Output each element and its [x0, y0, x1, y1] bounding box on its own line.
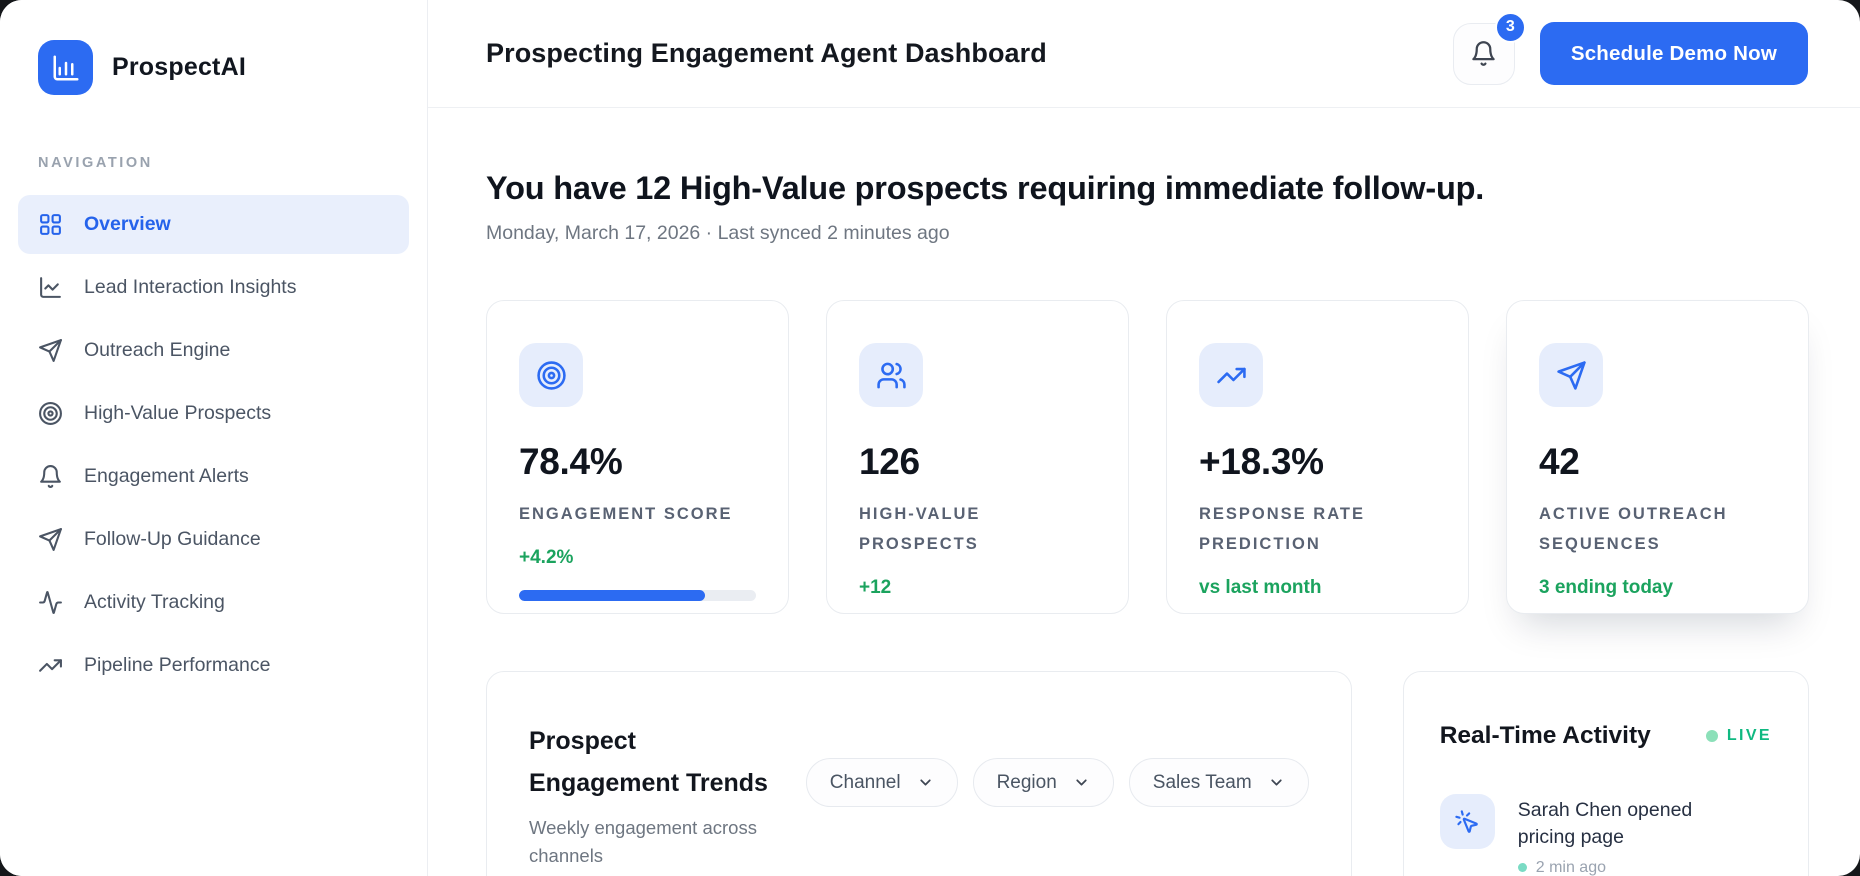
stat-label: ENGAGEMENT SCORE	[519, 505, 733, 523]
sidebar-item-label: Follow-Up Guidance	[84, 528, 261, 550]
filter-label: Sales Team	[1152, 771, 1252, 793]
brand: ProspectAI	[0, 40, 427, 95]
activity-icon	[38, 590, 63, 615]
sidebar-item-overview[interactable]: Overview	[18, 195, 409, 254]
main-content: You have 12 High-Value prospects requiri…	[428, 108, 1860, 876]
activity-title: Real-Time Activity	[1439, 722, 1651, 749]
sidebar-item-label: Engagement Alerts	[84, 465, 249, 487]
page-title: Prospecting Engagement Agent Dashboard	[486, 38, 1047, 68]
activity-text: Sarah Chen opened pricing page	[1517, 799, 1693, 848]
live-label: LIVE	[1726, 727, 1772, 744]
stat-card-high-value-prospects: 126 HIGH-VALUE PROSPECTS +12	[826, 300, 1129, 614]
nav-section-label: NAVIGATION	[38, 155, 153, 171]
mouse-pointer-click-icon	[1439, 794, 1495, 849]
sidebar-item-label: Overview	[84, 213, 171, 235]
stat-delta: +12	[859, 577, 892, 599]
trends-filters: Channel Region Sales Team	[805, 758, 1309, 807]
trends-title: Prospect Engagement Trends	[529, 727, 768, 797]
trends-subtitle: Weekly engagement across channels	[529, 817, 757, 866]
chevron-down-icon	[1076, 779, 1087, 786]
sidebar-item-label: Pipeline Performance	[84, 654, 271, 676]
stat-label: ACTIVE OUTREACH SEQUENCES	[1539, 505, 1728, 554]
stat-card-response-rate-prediction: +18.3% RESPONSE RATE PREDICTION vs last …	[1166, 300, 1469, 614]
date-line: Monday, March 17, 2026 · Last synced 2 m…	[486, 222, 950, 244]
brand-logo-chart-icon	[38, 40, 93, 95]
sidebar-item-high-value-prospects[interactable]: High-Value Prospects	[18, 384, 409, 443]
stat-card-active-outreach-sequences: 42 ACTIVE OUTREACH SEQUENCES 3 ending to…	[1506, 300, 1809, 614]
stat-label: HIGH-VALUE PROSPECTS	[859, 505, 981, 554]
users-icon	[859, 343, 923, 407]
stats-grid: 78.4% ENGAGEMENT SCORE +4.2% 126 HIGH-VA…	[486, 300, 1809, 614]
sidebar-item-label: Lead Interaction Insights	[84, 276, 297, 298]
sidebar-item-follow-up-guidance[interactable]: Follow-Up Guidance	[18, 510, 409, 569]
send-icon	[38, 338, 63, 363]
bottom-row: Prospect Engagement Trends Weekly engage…	[486, 671, 1809, 876]
engagement-progress-fill	[519, 590, 705, 602]
activity-meta: 2 min ago	[1517, 858, 1753, 876]
stat-value: 42	[1539, 441, 1580, 482]
sales-team-filter-dropdown[interactable]: Sales Team	[1128, 758, 1309, 807]
notifications-button[interactable]: 3	[1452, 11, 1526, 85]
send-icon	[1539, 343, 1603, 407]
stat-card-engagement-score: 78.4% ENGAGEMENT SCORE +4.2%	[486, 300, 789, 614]
activity-list-item[interactable]: Sarah Chen opened pricing page 2 min ago	[1439, 794, 1772, 876]
bell-icon	[38, 464, 63, 489]
engagement-progress-bar	[519, 590, 756, 602]
filter-label: Region	[996, 771, 1057, 793]
stat-delta: vs last month	[1199, 577, 1322, 599]
trends-title-block: Prospect Engagement Trends Weekly engage…	[529, 720, 790, 870]
region-filter-dropdown[interactable]: Region	[972, 758, 1114, 807]
sidebar-item-activity-tracking[interactable]: Activity Tracking	[18, 573, 409, 632]
status-dot-icon	[1517, 863, 1527, 873]
live-badge: LIVE	[1705, 727, 1772, 745]
sidebar-item-engagement-alerts[interactable]: Engagement Alerts	[18, 447, 409, 506]
sidebar-item-pipeline-performance[interactable]: Pipeline Performance	[18, 636, 409, 695]
sidebar-item-label: Activity Tracking	[84, 591, 225, 613]
stat-delta: +4.2%	[519, 547, 574, 569]
topbar: Prospecting Engagement Agent Dashboard 3…	[428, 0, 1860, 108]
schedule-demo-button[interactable]: Schedule Demo Now	[1539, 22, 1808, 85]
bell-icon	[1472, 41, 1496, 66]
sidebar-item-lead-interaction-insights[interactable]: Lead Interaction Insights	[18, 258, 409, 317]
sidebar-item-label: Outreach Engine	[84, 339, 231, 361]
sidebar-item-outreach-engine[interactable]: Outreach Engine	[18, 321, 409, 380]
channel-filter-dropdown[interactable]: Channel	[805, 758, 958, 807]
layout-grid-icon	[38, 212, 63, 237]
sidebar-item-label: High-Value Prospects	[84, 402, 272, 424]
nav-list: Overview Lead Interaction Insights Outre…	[0, 195, 427, 695]
activity-timestamp: 2 min ago	[1535, 858, 1606, 876]
send-icon	[38, 527, 63, 552]
stat-value: 78.4%	[519, 441, 623, 482]
target-icon	[38, 401, 63, 426]
headline: You have 12 High-Value prospects requiri…	[486, 170, 1485, 206]
chevron-down-icon	[919, 779, 931, 786]
notification-badge: 3	[1494, 11, 1526, 43]
stat-delta: 3 ending today	[1539, 577, 1674, 599]
stat-label: RESPONSE RATE PREDICTION	[1199, 505, 1365, 554]
brand-name: ProspectAI	[112, 53, 246, 81]
chevron-down-icon	[1271, 779, 1282, 786]
real-time-activity-panel: Real-Time Activity LIVE Sarah Chen opene…	[1402, 671, 1809, 876]
stat-value: +18.3%	[1199, 441, 1324, 482]
prospect-engagement-trends-panel: Prospect Engagement Trends Weekly engage…	[486, 671, 1352, 876]
live-dot-icon	[1705, 730, 1718, 742]
activity-item-body: Sarah Chen opened pricing page 2 min ago	[1517, 794, 1753, 876]
chart-line-icon	[38, 275, 63, 300]
target-icon	[519, 343, 583, 407]
sidebar: ProspectAI NAVIGATION Overview Lead Inte…	[0, 0, 428, 876]
filter-label: Channel	[829, 771, 901, 793]
trending-up-icon	[1199, 343, 1263, 407]
stat-value: 126	[859, 441, 920, 482]
trending-up-icon	[38, 653, 63, 678]
